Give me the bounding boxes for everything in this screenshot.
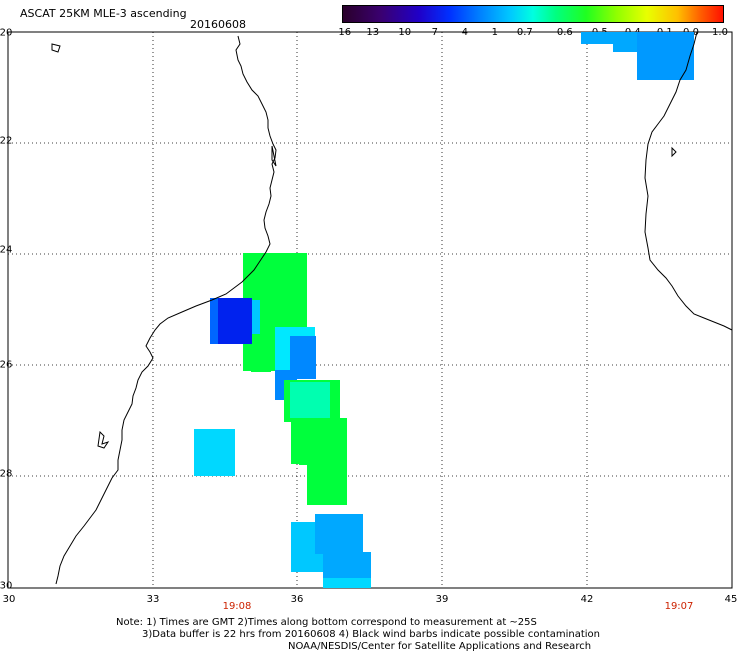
x-tick-label: 33 bbox=[146, 594, 160, 605]
coastline-madagascar bbox=[644, 31, 733, 331]
swath-pixel bbox=[307, 460, 347, 505]
swath-pixel bbox=[210, 298, 218, 344]
x-tick-label: 39 bbox=[435, 594, 449, 605]
colorbar bbox=[342, 5, 724, 23]
swath-pixel bbox=[290, 382, 330, 418]
lake-shape bbox=[271, 145, 277, 167]
y-tick-label: -28 bbox=[0, 468, 13, 480]
lake-shape bbox=[97, 430, 110, 449]
y-tick-label: -24 bbox=[0, 244, 13, 256]
y-tick-label: -30 bbox=[0, 580, 13, 592]
gridlines bbox=[8, 32, 732, 588]
x-tick-label: 42 bbox=[580, 594, 594, 605]
x-tick-label: 30 bbox=[2, 594, 16, 605]
x-tick-label: 45 bbox=[724, 594, 738, 605]
swath-pixel bbox=[194, 429, 235, 476]
coastline-africa bbox=[55, 35, 277, 585]
island-shape bbox=[51, 43, 61, 53]
map-title: ASCAT 25KM MLE-3 ascending bbox=[20, 7, 187, 20]
y-tick-label: -20 bbox=[0, 27, 13, 39]
swath-pixel bbox=[637, 32, 694, 80]
wind-swath bbox=[194, 32, 694, 588]
y-tick-label: -22 bbox=[0, 135, 13, 147]
swath-pixel bbox=[323, 552, 371, 580]
y-tick-label: -26 bbox=[0, 359, 13, 371]
swath-pixel bbox=[315, 514, 363, 554]
time-label: 19:08 bbox=[222, 601, 252, 612]
footnote-line: Note: 1) Times are GMT 2)Times along bot… bbox=[116, 617, 537, 628]
swath-pixel bbox=[323, 578, 371, 588]
time-label: 19:07 bbox=[664, 601, 694, 612]
map-date: 20160608 bbox=[190, 18, 246, 31]
footnote-line: 3)Data buffer is 22 hrs from 20160608 4)… bbox=[142, 629, 600, 640]
footnotes: Note: 1) Times are GMT 2)Times along bot… bbox=[116, 617, 600, 653]
swath-pixel bbox=[252, 300, 260, 334]
island-shape bbox=[671, 146, 677, 158]
map-frame bbox=[7, 31, 733, 589]
footnote-line: NOAA/NESDIS/Center for Satellite Applica… bbox=[288, 641, 592, 652]
x-tick-label: 36 bbox=[290, 594, 304, 605]
